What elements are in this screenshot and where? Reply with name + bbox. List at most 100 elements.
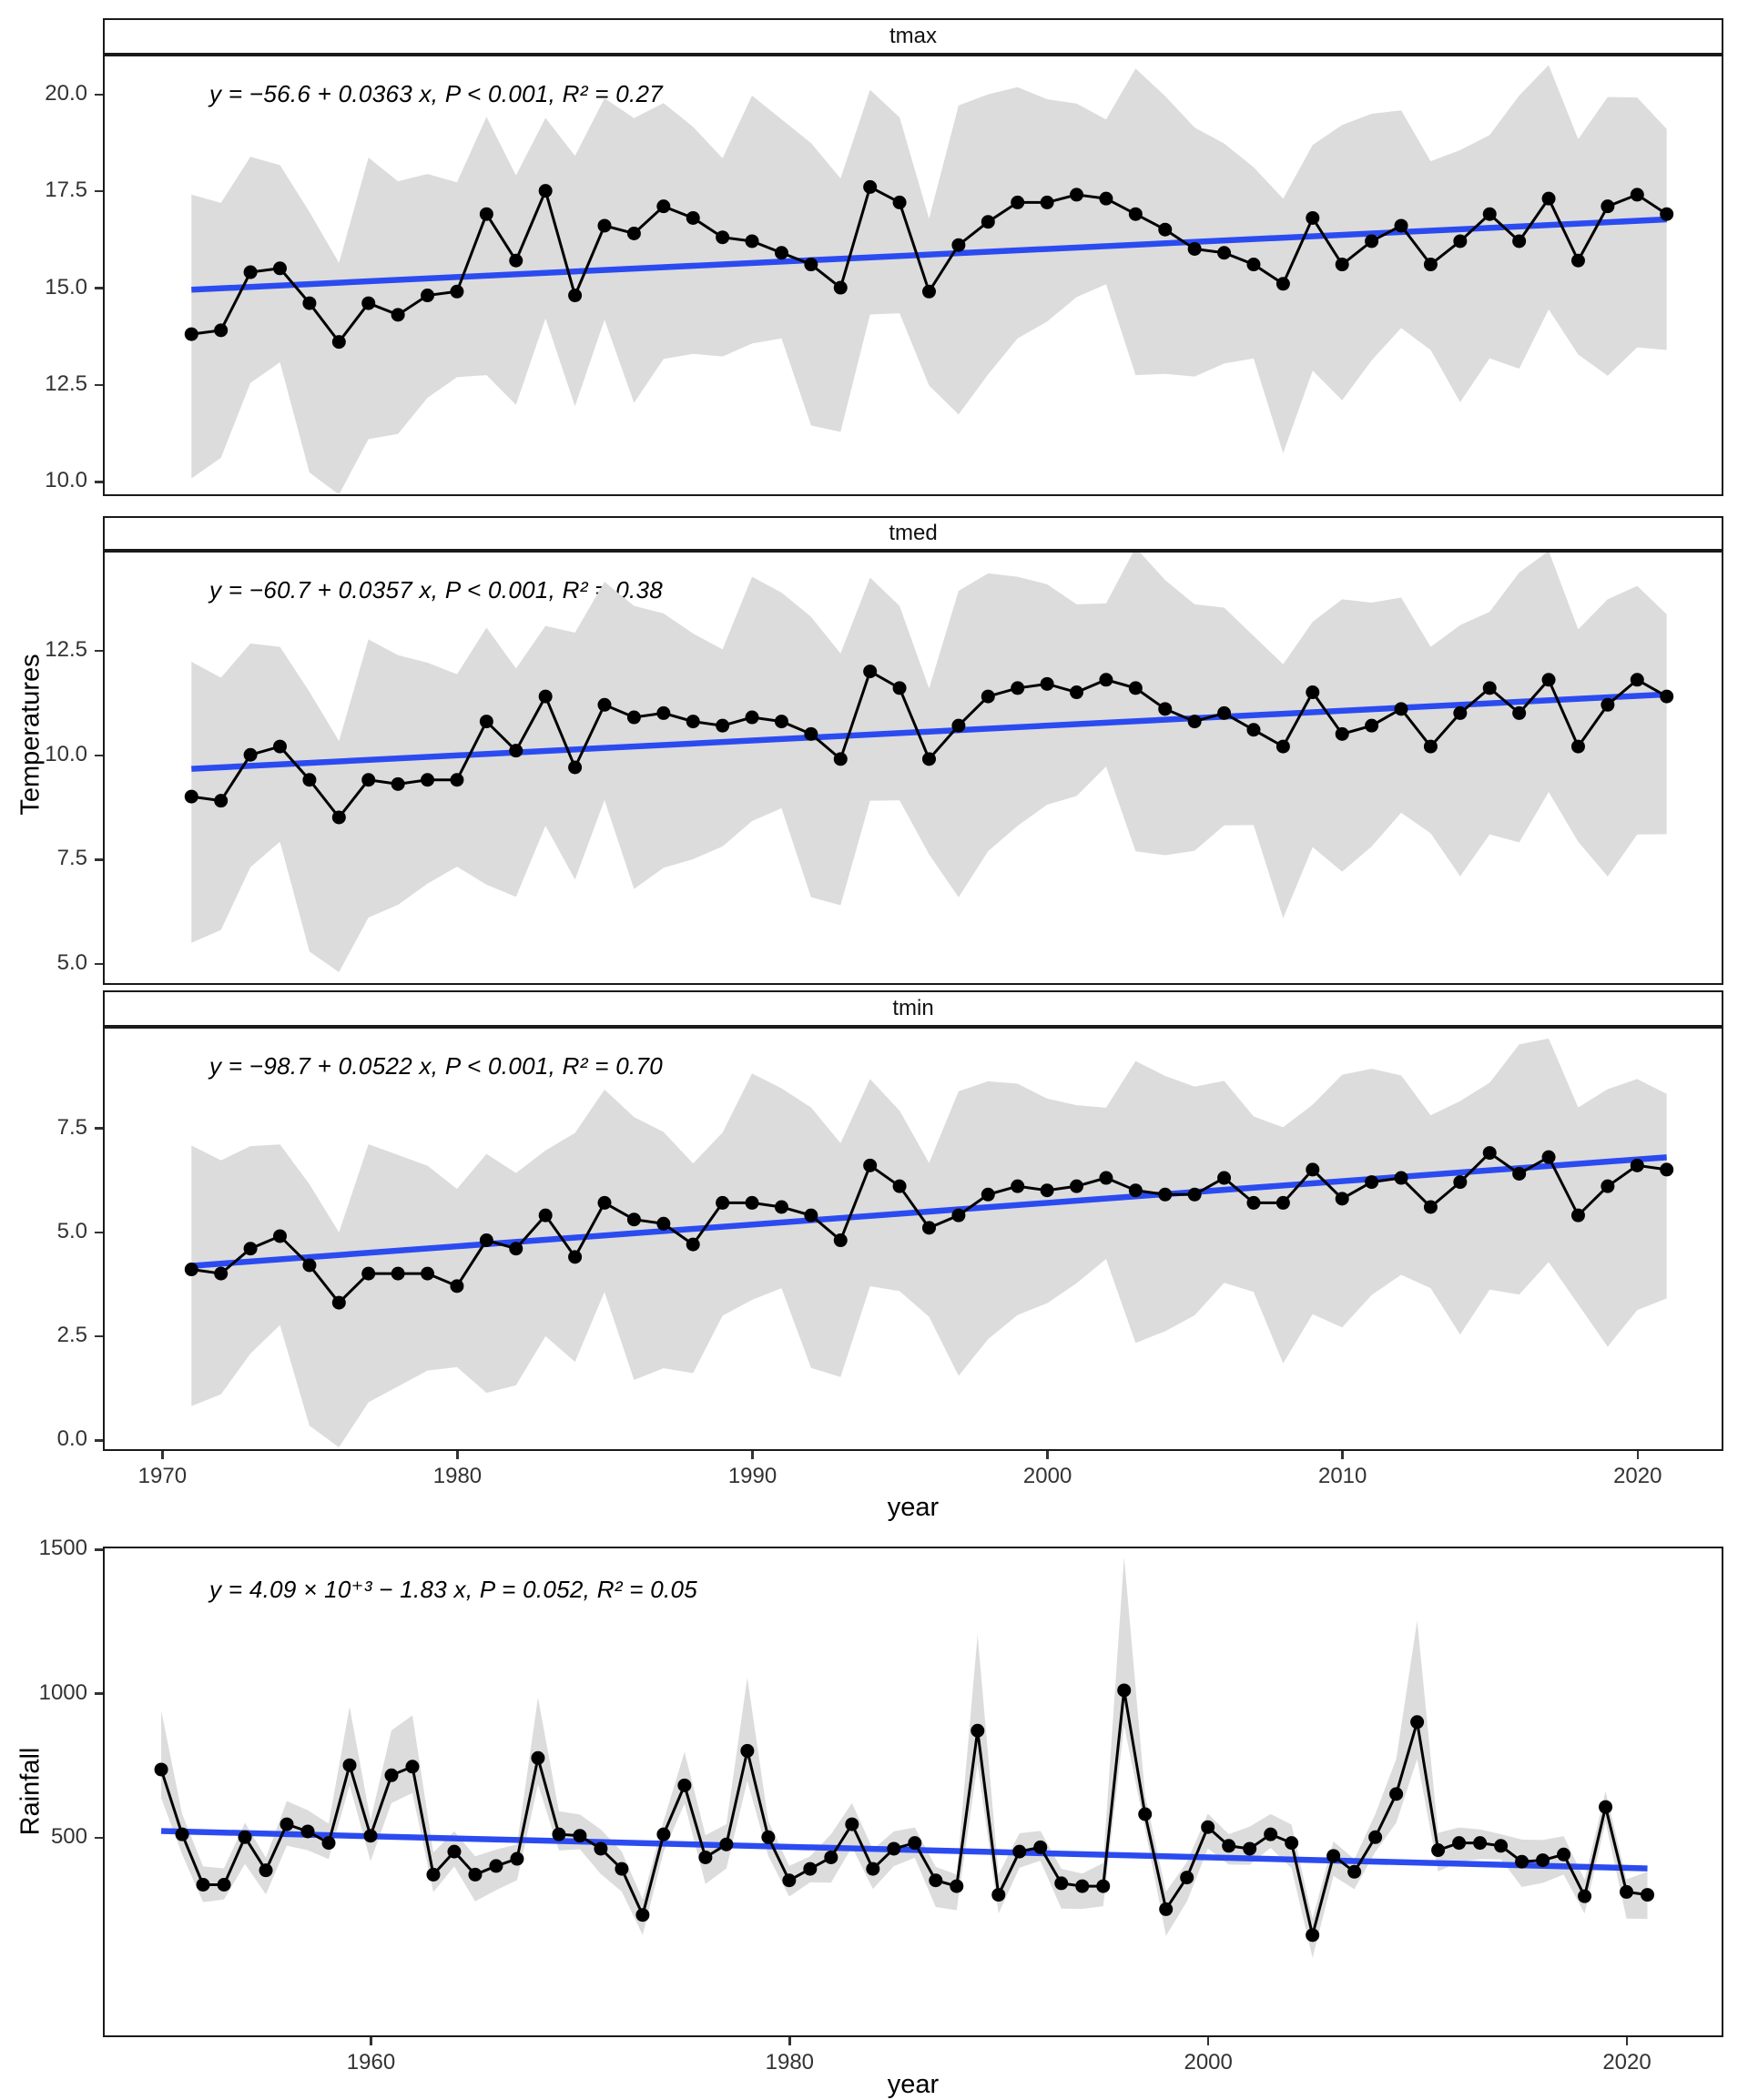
data-point <box>421 289 435 303</box>
data-point <box>921 1221 936 1235</box>
data-point <box>774 246 788 260</box>
data-point <box>656 1827 671 1841</box>
data-point <box>686 210 700 225</box>
data-point <box>450 1279 464 1293</box>
data-point <box>1275 277 1290 291</box>
data-point <box>1394 218 1408 233</box>
data-point <box>1275 1195 1290 1210</box>
x-tick-mark <box>1636 1451 1640 1459</box>
data-point <box>1482 207 1497 221</box>
panel-tmax: y = −56.6 + 0.0363 x, P < 0.001, R² = 0.… <box>103 55 1723 496</box>
data-point <box>510 1851 524 1866</box>
data-point <box>568 289 583 303</box>
data-point <box>1180 1871 1194 1885</box>
data-point <box>774 1200 788 1214</box>
confidence-ribbon <box>161 1557 1648 1958</box>
data-point <box>1158 702 1173 716</box>
data-point <box>1012 1844 1027 1859</box>
data-point <box>1570 1208 1585 1222</box>
data-point <box>1099 191 1113 206</box>
data-point <box>384 1768 399 1782</box>
data-point <box>698 1850 713 1864</box>
data-point <box>1187 241 1202 256</box>
data-point <box>1335 726 1349 741</box>
x-tick-mark <box>1625 2037 1629 2045</box>
data-point <box>573 1829 587 1843</box>
data-point <box>1246 258 1261 272</box>
rainfall-chart-svg <box>154 1557 1655 1958</box>
data-point <box>273 261 288 276</box>
data-point <box>1494 1839 1509 1853</box>
data-point <box>568 1250 583 1264</box>
data-point <box>1070 685 1084 700</box>
data-point <box>243 747 258 762</box>
y-tick-mark <box>95 481 103 483</box>
facet-strip-tmed: tmed <box>103 516 1723 551</box>
data-point <box>1431 1843 1446 1858</box>
facet-strip-label-tmed: tmed <box>889 521 938 545</box>
data-point <box>363 1829 378 1843</box>
data-point <box>597 697 612 712</box>
data-point <box>361 1266 376 1281</box>
x-tick-label: 1980 <box>765 2050 815 2075</box>
data-point <box>1158 1187 1173 1202</box>
y-tick-label: 5.0 <box>56 1218 87 1243</box>
x-tick-label: 1970 <box>137 1464 188 1488</box>
data-point <box>804 726 818 741</box>
data-point <box>1452 1836 1467 1851</box>
data-point <box>1423 739 1438 754</box>
x-axis-title-temp: year <box>887 1493 940 1522</box>
data-point <box>302 1258 317 1273</box>
data-point <box>1264 1827 1278 1841</box>
x-tick-mark <box>1046 1451 1049 1459</box>
data-point <box>1368 1830 1383 1844</box>
data-point <box>686 1237 700 1252</box>
data-point <box>804 1208 818 1222</box>
confidence-ribbon <box>191 65 1667 493</box>
data-point <box>509 1242 523 1256</box>
data-point <box>1070 1179 1084 1193</box>
tmin-chart-svg <box>184 1038 1674 1447</box>
data-point <box>1128 207 1143 221</box>
data-point <box>1365 718 1379 733</box>
data-point <box>1630 188 1644 202</box>
data-point <box>1347 1864 1362 1879</box>
data-point <box>405 1760 420 1774</box>
data-point <box>1660 689 1674 704</box>
data-point <box>1365 234 1379 249</box>
data-point <box>214 794 229 808</box>
y-tick-label: 15.0 <box>45 274 87 299</box>
y-tick-label: 10.0 <box>45 468 87 493</box>
data-point <box>1512 234 1527 249</box>
y-tick-mark <box>95 962 103 966</box>
data-point <box>1620 1884 1634 1899</box>
data-point <box>175 1827 189 1841</box>
data-point <box>656 199 671 214</box>
data-point <box>331 335 346 350</box>
data-point <box>991 1888 1006 1902</box>
data-point <box>1599 1800 1613 1814</box>
data-point <box>656 705 671 720</box>
y-tick-label: 7.5 <box>56 1114 87 1140</box>
y-axis-title-rainfall: Rainfall <box>15 1747 46 1836</box>
y-tick-label: 12.5 <box>45 370 87 396</box>
data-point <box>509 744 523 758</box>
trend-line <box>191 691 1667 772</box>
data-point <box>863 1158 878 1172</box>
data-point <box>421 773 435 787</box>
y-tick-label: 12.5 <box>45 637 87 663</box>
x-tick-mark <box>161 1451 164 1459</box>
data-point <box>184 1263 198 1277</box>
data-point <box>951 1208 966 1222</box>
y-tick-mark <box>95 93 103 96</box>
y-tick-label: 5.0 <box>56 949 87 975</box>
data-point <box>238 1830 252 1844</box>
data-point <box>1117 1683 1132 1698</box>
data-point <box>929 1873 943 1888</box>
data-point <box>824 1850 838 1864</box>
x-tick-mark <box>456 1451 459 1459</box>
data-point <box>635 1908 650 1922</box>
y-axis-title-temperatures: Temperatures <box>15 654 46 816</box>
y-tick-mark <box>95 649 103 653</box>
data-point <box>1578 1889 1592 1903</box>
